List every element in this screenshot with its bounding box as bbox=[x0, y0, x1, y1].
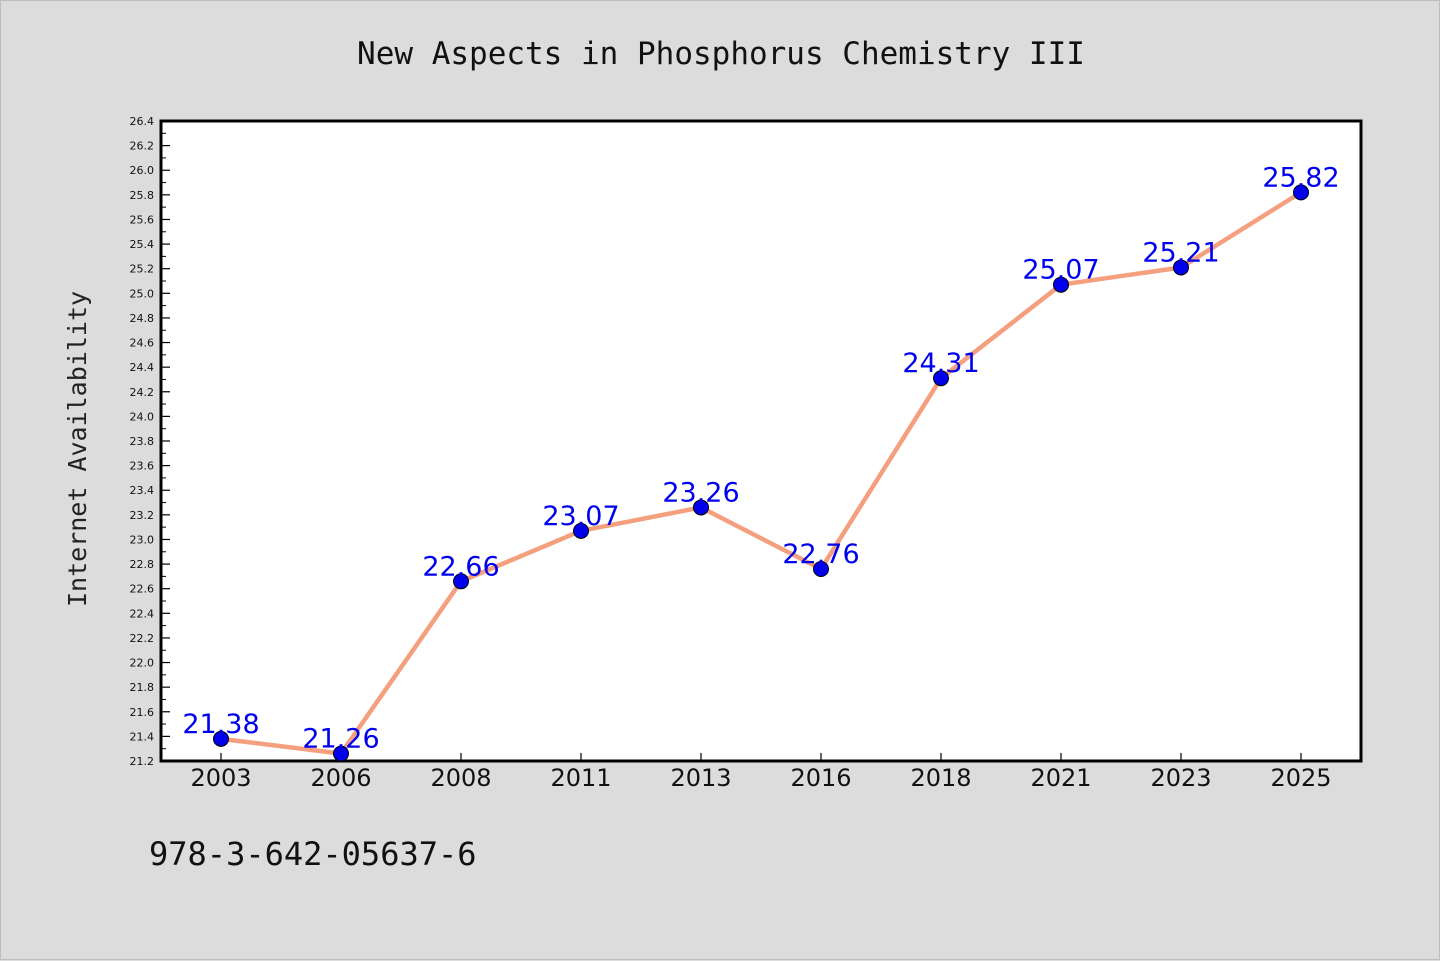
data-label: 23.07 bbox=[542, 501, 619, 532]
y-tick-label: 24.6 bbox=[130, 337, 155, 350]
data-label: 22.76 bbox=[782, 539, 859, 570]
y-tick-label: 23.4 bbox=[130, 484, 155, 497]
data-point bbox=[213, 730, 229, 747]
y-tick-label: 24.2 bbox=[130, 386, 155, 399]
y-tick-label: 22.6 bbox=[130, 583, 155, 596]
data-point bbox=[1173, 259, 1189, 276]
chart-title: New Aspects in Phosphorus Chemistry III bbox=[357, 36, 1085, 72]
data-label: 25.21 bbox=[1142, 237, 1219, 268]
x-tick-label: 2021 bbox=[1030, 764, 1091, 792]
data-label: 21.38 bbox=[182, 709, 259, 740]
series-group bbox=[213, 184, 1309, 762]
x-tick-label: 2011 bbox=[550, 764, 611, 792]
data-label: 23.26 bbox=[662, 477, 739, 508]
data-point bbox=[813, 561, 829, 577]
data-point bbox=[333, 745, 349, 762]
y-tick-label: 22.2 bbox=[130, 632, 155, 645]
x-tick-label: 2003 bbox=[190, 764, 251, 792]
x-tick-label: 2023 bbox=[1150, 764, 1211, 792]
y-tick-label: 22.8 bbox=[130, 558, 155, 571]
data-point bbox=[693, 499, 709, 516]
data-labels: 21.38 21.26 22.66 23.07 23.26 22.76 24.31 25.07… bbox=[182, 162, 1339, 754]
y-tick-label: 22.0 bbox=[130, 657, 155, 670]
y-tick-label: 26.4 bbox=[130, 115, 155, 128]
y-tick-label: 21.6 bbox=[130, 706, 155, 719]
y-tick-label: 23.6 bbox=[130, 460, 155, 473]
y-tick-label: 21.8 bbox=[130, 681, 155, 694]
y-tick-label: 25.2 bbox=[130, 263, 155, 276]
data-label: 25.82 bbox=[1262, 162, 1339, 193]
y-axis: 21.2 21.4 21.6 21.8 22.0 22.2 22.4 22.6 22.8 23.0… bbox=[130, 115, 170, 768]
y-tick-label: 23.2 bbox=[130, 509, 155, 522]
data-point bbox=[1293, 184, 1309, 201]
y-tick-label: 26.0 bbox=[130, 164, 155, 177]
y-tick-label: 21.2 bbox=[130, 755, 155, 768]
x-tick-label: 2008 bbox=[430, 764, 491, 792]
plot-area bbox=[159, 119, 1363, 763]
y-tick-label: 22.4 bbox=[130, 607, 155, 620]
x-tick-label: 2013 bbox=[670, 764, 731, 792]
y-tick-label: 24.4 bbox=[130, 361, 155, 374]
x-axis: 2003 2006 2008 2011 2013 2016 2018 2021 2023 2025 bbox=[190, 753, 1332, 792]
series-line bbox=[218, 190, 1304, 756]
y-tick-label: 23.0 bbox=[130, 533, 155, 546]
y-tick-label: 21.4 bbox=[130, 730, 155, 743]
footer-note: 978-3-642-05637-6 bbox=[149, 835, 477, 873]
y-tick-label: 24.8 bbox=[130, 312, 155, 325]
x-tick-label: 2025 bbox=[1270, 764, 1331, 792]
x-tick-label: 2018 bbox=[910, 764, 971, 792]
data-point bbox=[453, 573, 469, 590]
data-point bbox=[1053, 276, 1069, 293]
y-tick-label: 24.0 bbox=[130, 410, 155, 423]
data-label: 21.26 bbox=[302, 724, 379, 755]
y-tick-label: 26.2 bbox=[130, 140, 155, 153]
y-tick-label: 25.0 bbox=[130, 287, 155, 300]
data-point bbox=[933, 370, 949, 387]
y-tick-label: 25.4 bbox=[130, 238, 155, 251]
y-tick-label: 25.6 bbox=[130, 213, 155, 226]
x-tick-label: 2006 bbox=[310, 764, 371, 792]
y-axis-title: Internet Availability bbox=[63, 291, 92, 607]
data-label: 25.07 bbox=[1022, 255, 1099, 286]
data-point bbox=[573, 522, 589, 539]
data-label: 22.66 bbox=[422, 551, 499, 582]
y-tick-label: 23.8 bbox=[130, 435, 155, 448]
data-label: 24.31 bbox=[902, 348, 979, 379]
x-tick-label: 2016 bbox=[790, 764, 851, 792]
y-tick-label: 25.8 bbox=[130, 189, 155, 202]
